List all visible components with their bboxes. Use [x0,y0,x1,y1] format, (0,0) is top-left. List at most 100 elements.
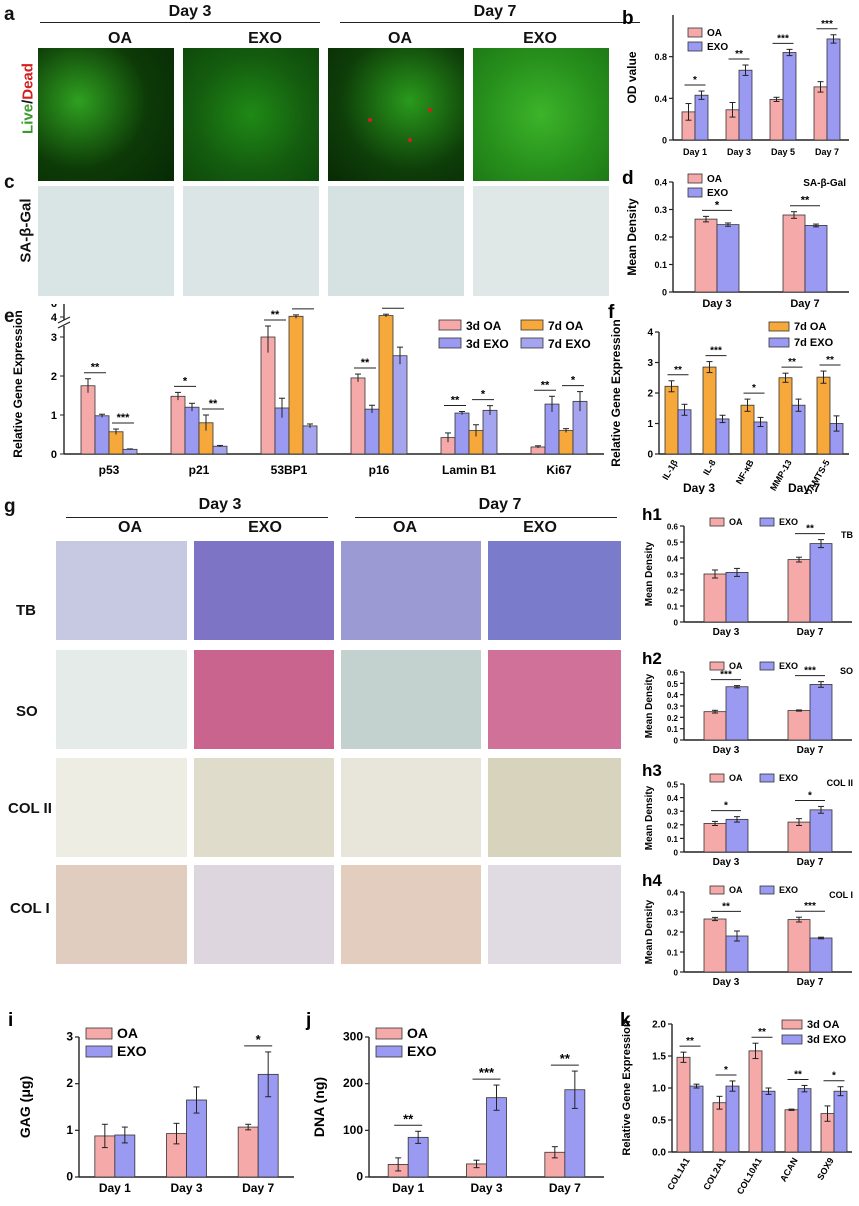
g-exo-header-d3: EXO [248,519,282,536]
x-tick-label: Day 3 [727,147,751,157]
y-tick-label: 1 [51,410,57,422]
y-tick-label: 0.1 [667,949,679,958]
y-tick-label: 200 [343,1076,363,1090]
bar-k-3d-EXO-COL2A1 [725,1085,740,1153]
bar-i-OA-Day-7 [237,1126,259,1178]
y-axis-label: Relative Gene Expression [11,310,25,457]
legend-label: 3d EXO [807,1034,847,1046]
sa-beta-gal-image-d3-oa [38,186,174,296]
x-tick-label: Ki67 [546,463,572,477]
a-oa-header-d3: OA [108,30,132,47]
y-tick-label: 6 [51,304,57,310]
so-image-d3-oa [56,650,187,749]
bar-e-3d-OA-p53 [80,385,96,455]
bar-e-7d-EXO-p16 [392,355,408,455]
x-tick-label: IL-8 [701,458,718,477]
y-tick-label: 0.2 [654,233,667,243]
significance-label: ** [794,1069,802,1080]
significance-label: * [832,1071,836,1082]
x-tick-label: 53BP1 [271,463,308,477]
significance-label: * [808,790,812,801]
bar-h4-OA-Day-3 [703,918,727,973]
legend-label: 7d EXO [548,337,591,351]
significance-label: * [256,1032,262,1047]
x-tick-label: p21 [189,463,210,477]
bar-h3-EXO-Day-3 [725,818,749,853]
legend-swatch [759,773,775,783]
y-tick-label: 0 [674,619,679,628]
legend-label: EXO [117,1043,147,1059]
x-tick-label: IL-1β [660,458,680,482]
chart-i: 0 1 2 3 GAG (μg) Day 1 Day 3 Day 7 * OA EXO i [8,1010,294,1195]
a-day7-header: Day 7 [473,3,517,20]
y-axis-label: Mean Density [644,785,655,850]
col1-image-d7-oa [341,865,481,964]
bar-h4-EXO-Day-7 [809,937,833,973]
significance-label: * [693,75,697,86]
bar-f-7d-EXO-IL-1β [677,409,692,455]
y-axis-label: Mean Density [644,541,655,606]
legend-label: 7d OA [548,319,584,333]
bar-h3-OA-Day-3 [703,823,727,853]
bar-e-7d-OA-Ki67 [558,430,574,455]
legend-swatch [781,1019,803,1030]
g-row-so: SO [16,703,38,720]
panel-label: i [8,1010,13,1031]
y-tick-label: 2 [66,1076,73,1090]
legend-swatch [709,885,725,895]
bar-d-OA-Day-3 [694,218,718,293]
y-tick-label: 0 [662,136,667,146]
x-tick-label: COL10A1 [735,1156,764,1196]
y-tick-label: 0.3 [667,909,679,918]
chart-title: SO [840,666,853,676]
x-tick-label: Day 7 [242,1181,274,1195]
significance-label: ** [686,1036,694,1047]
significance-label: ** [451,394,460,406]
significance-label: ** [801,195,810,207]
significance-label: * [715,199,720,211]
y-tick-label: 1 [647,419,653,430]
y-tick-label: 0.4 [667,889,679,898]
bar-k-3d-OA-COL10A1 [748,1050,763,1153]
significance-label: ** [826,355,834,366]
sa-beta-gal-image-d7-exo [473,186,609,296]
significance-label: ** [788,357,796,368]
legend-label: OA [729,517,743,527]
bar-k-3d-OA-COL1A1 [676,1056,691,1153]
y-tick-label: 1.0 [652,1084,666,1095]
bar-f-7d-OA-IL-8 [702,366,717,455]
panel-label: h3 [642,764,662,780]
bar-h3-EXO-Day-7 [809,809,833,853]
chart-j: 0 100 200 300 DNA (ng) Day 1 ** Day 3 *** Day 7 **… [305,1010,604,1195]
y-tick-label: 0.2 [667,821,679,830]
bar-e-3d-EXO-p53 [94,415,110,455]
y-tick-label: 100 [343,1123,363,1137]
significance-label: *** [804,666,816,677]
panel-label-g: g [4,496,16,517]
y-axis-label: Mean Density [644,899,655,964]
panel-label-a: a [4,4,15,25]
significance-label: ** [722,901,730,912]
bar-h2-OA-Day-7 [787,710,811,741]
legend-swatch [520,337,544,349]
bar-f-7d-EXO-IL-8 [715,418,730,455]
x-tick-label: Day 7 [797,745,824,756]
bar-h1-EXO-Day-7 [809,543,833,623]
c-row-label: SA-β-Gal [17,198,35,263]
chart-h4: 0 0.1 0.2 0.3 0.4 Mean Density Day 3 ** Day 7 ***… [642,872,853,988]
x-tick-label: Day 3 [713,857,740,868]
a-exo-header-d3: EXO [248,30,282,47]
so-image-d7-oa [341,650,481,749]
y-tick-label: 0.3 [654,205,667,215]
bar-b-OA-Day-7 [813,86,828,141]
chart-d: 0 0.1 0.2 0.3 0.4 Mean Density Day 3 * Day 7 ** OA… [622,168,849,310]
footer-label: Day 7 [788,481,820,494]
x-tick-label: Day 7 [797,857,824,868]
bar-h2-EXO-Day-7 [809,684,833,741]
y-tick-label: 0.5 [667,539,679,548]
significance-label: ** [674,365,682,376]
bar-h4-OA-Day-7 [787,919,811,973]
y-tick-label: 300 [343,1030,363,1044]
y-tick-label: 0.4 [654,94,667,104]
bar-d-EXO-Day-3 [716,224,740,293]
